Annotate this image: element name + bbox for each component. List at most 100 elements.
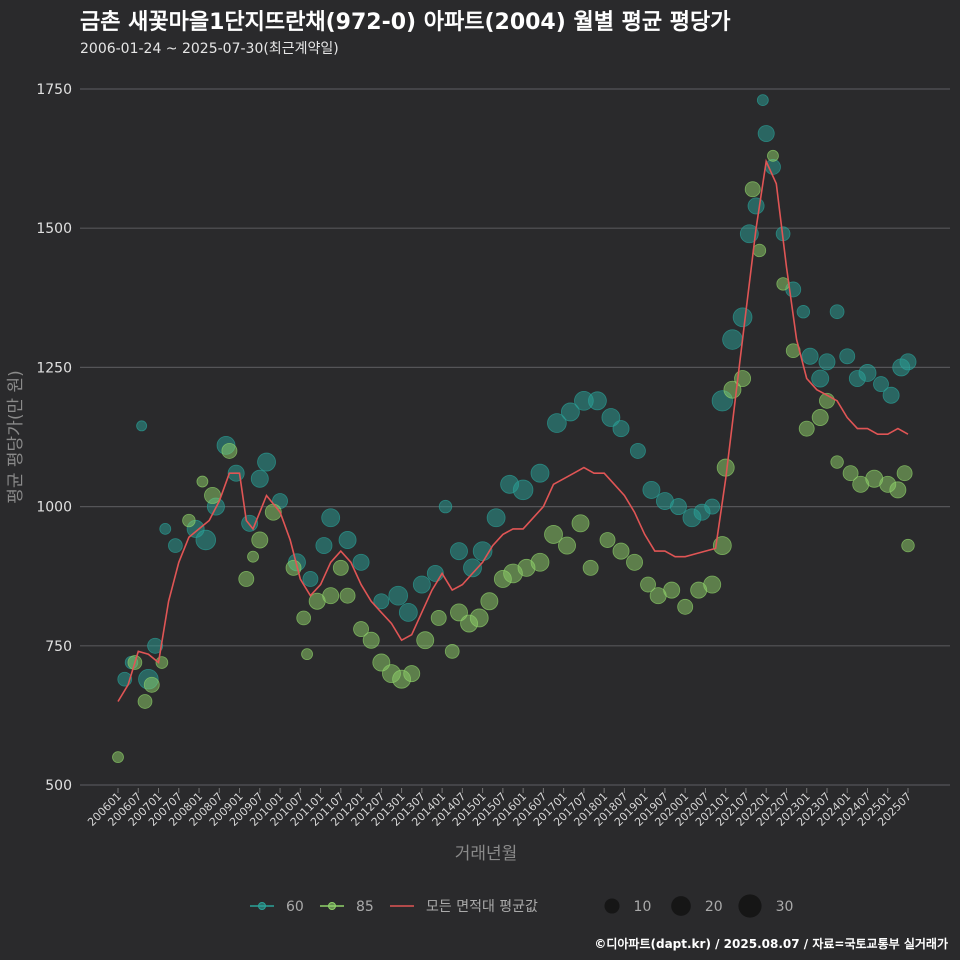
- point: [839, 348, 856, 365]
- point: [143, 676, 160, 693]
- point: [560, 402, 580, 422]
- point: [438, 499, 453, 514]
- point: [302, 571, 319, 587]
- y-tick-label: 1750: [36, 82, 72, 98]
- point: [829, 304, 845, 320]
- point: [182, 513, 196, 528]
- point: [544, 525, 563, 544]
- point: [588, 391, 607, 411]
- point: [322, 587, 340, 605]
- point: [159, 522, 172, 535]
- point: [558, 536, 576, 555]
- point: [136, 420, 148, 432]
- point: [315, 537, 333, 555]
- point: [285, 559, 302, 576]
- point: [469, 608, 489, 628]
- point: [703, 575, 722, 594]
- point: [137, 694, 153, 709]
- point: [722, 329, 743, 350]
- point: [486, 508, 506, 528]
- point: [858, 364, 877, 382]
- point: [712, 536, 732, 555]
- point: [901, 538, 915, 553]
- point: [251, 531, 269, 549]
- x-axis-ticks: 2006012006072007012007072008012008072009…: [85, 788, 914, 829]
- series-line-average: [117, 158, 909, 702]
- legend-size-label: 20: [705, 899, 723, 915]
- point: [811, 409, 829, 426]
- point: [426, 564, 444, 582]
- point: [796, 305, 811, 319]
- point: [732, 307, 753, 328]
- legend-label: 85: [356, 899, 374, 915]
- point: [373, 593, 390, 610]
- y-axis-label: 평균 평당가(만 원): [6, 370, 26, 504]
- point: [463, 558, 482, 578]
- legend-key-dot: [328, 902, 336, 910]
- point: [663, 581, 681, 599]
- legend-item: 85: [320, 899, 374, 915]
- point: [873, 376, 889, 393]
- point: [388, 585, 409, 606]
- point: [353, 621, 370, 638]
- point: [512, 479, 534, 501]
- y-tick-label: 1500: [36, 221, 72, 237]
- legend-size-item: 30: [738, 894, 794, 918]
- chart-subtitle: 2006-01-24 ~ 2025-07-30(최근계약일): [80, 41, 339, 57]
- point: [882, 386, 900, 404]
- legend-size-circle: [604, 898, 620, 914]
- point: [412, 575, 431, 594]
- series-85: [112, 149, 915, 764]
- point: [321, 508, 341, 528]
- point: [444, 644, 460, 659]
- source-caption: ©디아파트(dapt.kr) / 2025.08.07 / 자료=국토교통부 실…: [594, 936, 948, 951]
- point: [626, 553, 644, 571]
- y-tick-label: 750: [45, 639, 72, 655]
- legend-size-label: 30: [776, 899, 794, 915]
- legend-size-item: 10: [604, 898, 651, 915]
- point: [301, 648, 313, 661]
- point: [599, 532, 616, 548]
- legend-size-circle: [738, 894, 762, 918]
- point: [640, 576, 656, 593]
- point: [450, 542, 468, 561]
- point: [257, 452, 276, 472]
- legend-item: 60: [250, 899, 304, 915]
- y-axis-ticks: 500 750 1000 1250 1500 1750: [36, 82, 72, 794]
- point: [739, 224, 759, 244]
- y-tick-label: 1250: [36, 360, 72, 376]
- y-tick-label: 1000: [36, 500, 72, 516]
- point: [112, 751, 124, 764]
- legend: 60 85 모든 면적대 평균값 10 20 30: [250, 894, 794, 918]
- point: [582, 559, 599, 576]
- point: [147, 637, 164, 654]
- point: [830, 455, 844, 469]
- point: [612, 420, 630, 438]
- point: [601, 408, 621, 427]
- point: [480, 592, 499, 611]
- point: [896, 465, 913, 482]
- point: [332, 559, 349, 576]
- series-60: [117, 94, 917, 690]
- point: [801, 347, 819, 365]
- point: [704, 498, 721, 515]
- point: [530, 463, 550, 483]
- point: [204, 487, 221, 504]
- point: [757, 125, 775, 143]
- plot-marks: [112, 94, 917, 764]
- point: [196, 475, 209, 488]
- y-tick-label: 500: [45, 778, 72, 794]
- legend-size-circle: [671, 896, 691, 916]
- point: [530, 552, 550, 572]
- point: [747, 197, 765, 215]
- chart-title: 금촌 새꽃마을1단지뜨란채(972-0) 아파트(2004) 월별 평균 평당가: [80, 10, 730, 35]
- point: [767, 149, 779, 162]
- point: [238, 571, 255, 587]
- point: [752, 243, 767, 258]
- point: [818, 353, 836, 371]
- point: [744, 181, 761, 198]
- point: [889, 481, 907, 499]
- point: [403, 665, 421, 683]
- legend-key-dot: [258, 902, 266, 910]
